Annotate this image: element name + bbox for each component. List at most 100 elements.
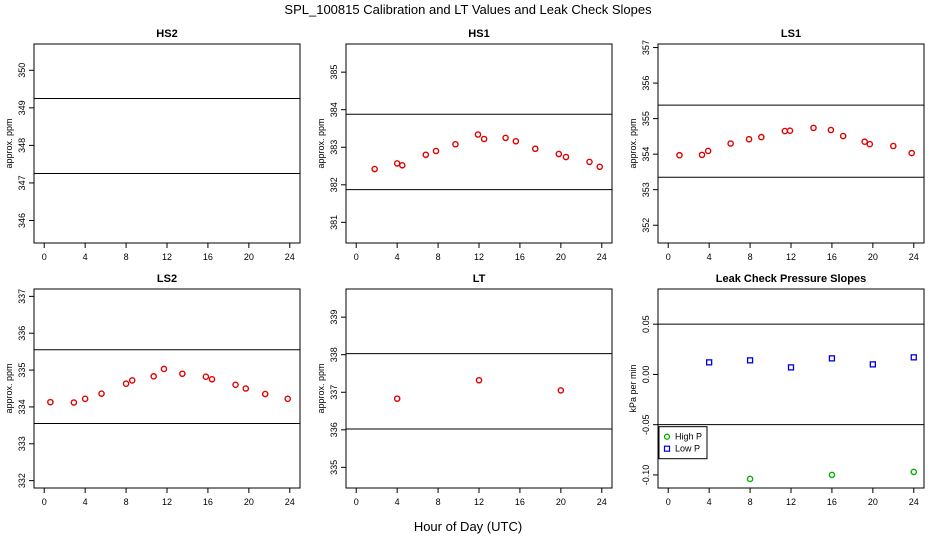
y-tick-label: 338 — [329, 347, 339, 362]
plot-frame — [345, 43, 613, 244]
x-tick-label: 16 — [827, 497, 837, 507]
data-point — [810, 124, 817, 132]
data-point — [745, 135, 753, 143]
y-axis-label: approx. ppm — [4, 363, 14, 413]
x-tick-label: 8 — [436, 252, 441, 262]
data-point — [869, 361, 876, 368]
x-tick-label: 24 — [285, 252, 295, 262]
data-point — [179, 370, 186, 378]
data-point — [208, 375, 216, 383]
panel-title: HS2 — [156, 28, 177, 40]
x-tick-label: 0 — [42, 252, 47, 262]
data-point — [910, 468, 918, 476]
x-tick-label: 24 — [909, 252, 919, 262]
data-point — [827, 126, 835, 134]
plot-frame — [33, 43, 301, 244]
x-tick-label: 4 — [83, 252, 88, 262]
x-tick-label: 4 — [707, 497, 712, 507]
x-tick-label: 24 — [597, 497, 607, 507]
data-point — [232, 381, 239, 389]
x-tick-label: 16 — [515, 497, 525, 507]
y-tick-label: 349 — [17, 100, 27, 115]
x-tick-label: 0 — [354, 497, 359, 507]
data-point — [128, 377, 136, 384]
data-point — [261, 390, 269, 398]
panel-title: LS2 — [157, 273, 177, 285]
x-tick-label: 12 — [786, 497, 796, 507]
x-tick-label: 16 — [203, 497, 213, 507]
y-tick-label: 336 — [17, 326, 27, 341]
data-point — [706, 359, 713, 366]
x-tick-label: 4 — [83, 497, 88, 507]
data-point — [746, 475, 754, 483]
y-tick-label: 0.00 — [641, 366, 651, 384]
y-tick-label: 337 — [17, 289, 27, 304]
data-point — [746, 357, 754, 364]
data-point — [81, 395, 89, 403]
data-point — [557, 387, 565, 394]
data-point — [480, 135, 488, 143]
y-tick-label: 0.05 — [641, 315, 651, 333]
panel-3: LS1 approx. ppm 0 4 8 12 16 20 24 352 353 354 355 356… — [628, 28, 925, 262]
data-point — [122, 380, 130, 388]
figure-title: SPL_100815 Calibration and LT Values and… — [284, 2, 652, 17]
y-tick-label: 346 — [17, 213, 27, 228]
x-tick-label: 8 — [436, 497, 441, 507]
x-tick-label: 8 — [748, 252, 753, 262]
y-tick-label: 350 — [17, 63, 27, 78]
data-point — [398, 161, 406, 169]
x-tick-label: 20 — [244, 252, 254, 262]
data-point — [787, 364, 795, 371]
y-tick-label: 336 — [329, 422, 339, 437]
data-point — [828, 355, 836, 362]
x-tick-label: 0 — [42, 497, 47, 507]
legend-label: High P — [675, 432, 702, 442]
data-point — [828, 471, 836, 479]
panel-5: LT approx. ppm 0 4 8 12 16 20 24 335 336 337 338 339 — [316, 273, 613, 507]
plot-frame — [657, 43, 925, 244]
legend-marker-high-p — [663, 433, 671, 440]
y-axis-label: approx. ppm — [628, 118, 638, 168]
data-point — [452, 140, 459, 148]
y-tick-label: 383 — [329, 140, 339, 155]
y-tick-label: 333 — [17, 436, 27, 451]
data-point — [284, 395, 292, 403]
x-tick-label: 16 — [515, 252, 525, 262]
x-tick-label: 24 — [285, 497, 295, 507]
y-tick-label: 332 — [17, 473, 27, 488]
x-tick-label: 4 — [395, 252, 400, 262]
x-tick-label: 0 — [354, 252, 359, 262]
legend: High P Low P — [658, 426, 708, 460]
x-tick-label: 12 — [162, 252, 172, 262]
data-point — [70, 399, 78, 406]
panel-title: LS1 — [781, 28, 801, 40]
x-tick-label: 0 — [666, 252, 671, 262]
data-point — [555, 150, 563, 158]
data-point — [475, 376, 483, 384]
y-tick-label: 335 — [17, 363, 27, 378]
y-tick-label: 385 — [329, 65, 339, 80]
panel-title: Leak Check Pressure Slopes — [716, 273, 866, 285]
y-tick-label: 337 — [329, 385, 339, 400]
y-tick-label: 384 — [329, 102, 339, 117]
x-tick-label: 8 — [124, 497, 129, 507]
panel-4: LS2 approx. ppm 0 4 8 12 16 20 24 332 333 334 335 336… — [4, 273, 301, 507]
x-tick-label: 4 — [707, 252, 712, 262]
data-point — [704, 147, 712, 155]
x-tick-label: 12 — [474, 252, 484, 262]
y-tick-label: 335 — [329, 460, 339, 475]
panel-6: Leak Check Pressure Slopes kPa per min 0 4 8… — [628, 273, 925, 507]
x-tick-label: 20 — [244, 497, 254, 507]
x-tick-label: 12 — [474, 497, 484, 507]
y-axis-label: approx. ppm — [316, 363, 326, 413]
y-tick-label: 356 — [641, 76, 651, 91]
data-point — [512, 137, 520, 145]
data-point — [839, 132, 847, 140]
data-point — [758, 133, 765, 141]
data-point — [422, 151, 430, 159]
y-axis-label: kPa per min — [628, 364, 638, 412]
y-tick-label: 357 — [641, 40, 651, 55]
data-point — [47, 398, 54, 406]
x-tick-label: 8 — [748, 497, 753, 507]
